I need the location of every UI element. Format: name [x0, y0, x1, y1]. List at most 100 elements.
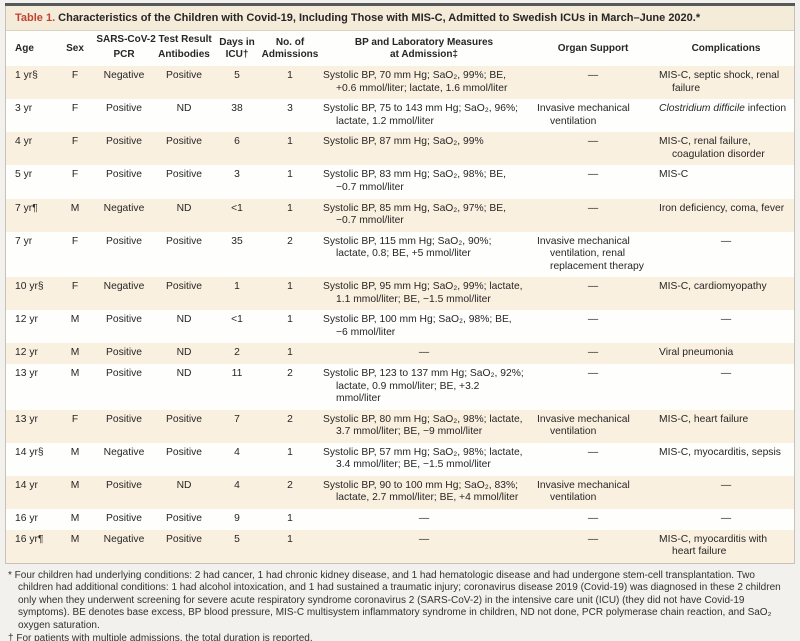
- cell-sex: M: [56, 529, 94, 563]
- cell-days-in-icu: 4: [214, 442, 261, 476]
- cell-organ-support: Invasive mechanical ventilation: [528, 409, 659, 443]
- cell-antibodies-result: Positive: [154, 409, 215, 443]
- cell-antibodies-result: Positive: [154, 132, 215, 166]
- cell-complications: Iron deficiency, coma, fever: [658, 198, 795, 232]
- cell-sex: F: [56, 409, 94, 443]
- col-header-age: Age: [6, 31, 56, 67]
- table-row: 7 yr F Positive Positive 35 2 Systolic BP, 115…: [6, 231, 795, 278]
- cell-admissions: 2: [260, 475, 321, 509]
- col-header-days-in-icu: Days in ICU†: [214, 31, 261, 67]
- cell-organ-support: Invasive mechanical ventilation: [528, 99, 659, 133]
- cell-pcr-result: Positive: [94, 132, 154, 166]
- cell-complications: MIS-C, heart failure: [658, 409, 795, 443]
- cell-bp-lab-measures: Systolic BP, 75 to 143 mm Hg; SaO₂, 96%;…: [320, 99, 529, 133]
- cell-sex: M: [56, 364, 94, 410]
- cell-complications: —: [658, 310, 795, 344]
- cell-organ-support: —: [528, 198, 659, 232]
- cell-age: 14 yr: [6, 475, 56, 509]
- footnote-text: Four children had underlying conditions:…: [14, 569, 781, 631]
- cell-age: 7 yr: [6, 231, 56, 278]
- cell-days-in-icu: 3: [214, 165, 261, 199]
- cell-admissions: 1: [260, 508, 321, 530]
- cell-admissions: 1: [260, 343, 321, 365]
- cell-sex: M: [56, 508, 94, 530]
- table-row: 14 yr§ M Negative Positive 4 1 Systolic BP, 57…: [6, 442, 795, 476]
- cell-admissions: 1: [260, 132, 321, 166]
- cell-bp-lab-measures: —: [320, 529, 529, 563]
- cell-antibodies-result: ND: [154, 343, 215, 365]
- cell-complications: —: [658, 364, 795, 410]
- cell-bp-lab-measures: Systolic BP, 70 mm Hg; SaO₂, 99%; BE, +0…: [320, 66, 529, 100]
- cell-days-in-icu: 5: [214, 529, 261, 563]
- cell-age: 10 yr§: [6, 277, 56, 311]
- table-row: 12 yr M Positive ND <1 1 Systolic BP, 100 mm H…: [6, 310, 795, 344]
- cell-sex: F: [56, 99, 94, 133]
- cell-sex: F: [56, 66, 94, 100]
- footnotes: * Four children had underlying condition…: [5, 564, 795, 641]
- cell-antibodies-result: Positive: [154, 66, 215, 100]
- cell-complications: —: [658, 475, 795, 509]
- cell-days-in-icu: 9: [214, 508, 261, 530]
- table-frame: Table 1. Characteristics of the Children …: [5, 6, 795, 564]
- table-row: 10 yr§ F Negative Positive 1 1 Systolic BP, 95…: [6, 277, 795, 311]
- cell-bp-lab-measures: Systolic BP, 80 mm Hg; SaO₂, 98%; lactat…: [320, 409, 529, 443]
- col-header-antibodies: Antibodies: [154, 48, 215, 67]
- cell-organ-support: —: [528, 508, 659, 530]
- data-table: Age Sex SARS-CoV-2 Test Result Days in I…: [6, 31, 795, 563]
- cell-pcr-result: Negative: [94, 442, 154, 476]
- cell-bp-lab-measures: Systolic BP, 115 mm Hg; SaO₂, 90%; lacta…: [320, 231, 529, 278]
- col-header-complications: Complications: [658, 31, 795, 67]
- cell-antibodies-result: Positive: [154, 231, 215, 278]
- cell-sex: M: [56, 343, 94, 365]
- table-row: 5 yr F Positive Positive 3 1 Systolic BP, 83 m…: [6, 165, 795, 199]
- cell-complications: —: [658, 508, 795, 530]
- table-row: 12 yr M Positive ND 2 1— — Viral pneumonia: [6, 343, 795, 365]
- cell-pcr-result: Negative: [94, 198, 154, 232]
- cell-days-in-icu: 38: [214, 99, 261, 133]
- cell-admissions: 1: [260, 198, 321, 232]
- cell-complications: MIS-C, renal failure, coagulation disord…: [658, 132, 795, 166]
- cell-organ-support: Invasive mechanical ventilation, renal r…: [528, 231, 659, 278]
- cell-complications: —: [658, 231, 795, 278]
- cell-age: 16 yr: [6, 508, 56, 530]
- cell-complications: MIS-C, septic shock, renal failure: [658, 66, 795, 100]
- cell-age: 7 yr¶: [6, 198, 56, 232]
- cell-sex: F: [56, 132, 94, 166]
- cell-sex: F: [56, 277, 94, 311]
- cell-admissions: 1: [260, 529, 321, 563]
- cell-complications: MIS-C, myocarditis with heart failure: [658, 529, 795, 563]
- cell-antibodies-result: ND: [154, 99, 215, 133]
- cell-admissions: 1: [260, 165, 321, 199]
- table-row: 13 yr F Positive Positive 7 2 Systolic BP, 80 …: [6, 409, 795, 443]
- footnote-symbol: †: [8, 633, 17, 641]
- cell-age: 12 yr: [6, 343, 56, 365]
- col-header-admissions: No. of Admissions: [260, 31, 321, 67]
- cell-sex: F: [56, 165, 94, 199]
- cell-pcr-result: Positive: [94, 99, 154, 133]
- cell-age: 12 yr: [6, 310, 56, 344]
- cell-pcr-result: Positive: [94, 231, 154, 278]
- cell-admissions: 2: [260, 409, 321, 443]
- cell-organ-support: —: [528, 165, 659, 199]
- col-header-organ-support: Organ Support: [528, 31, 659, 67]
- table-title-label: Table 1.: [15, 12, 56, 24]
- cell-days-in-icu: 6: [214, 132, 261, 166]
- cell-antibodies-result: Positive: [154, 277, 215, 311]
- cell-bp-lab-measures: Systolic BP, 87 mm Hg; SaO₂, 99%: [320, 132, 529, 166]
- cell-age: 3 yr: [6, 99, 56, 133]
- cell-bp-lab-measures: —: [320, 508, 529, 530]
- header-row-sub: PCR Antibodies: [6, 48, 794, 67]
- footnote: † For patients with multiple admissions,…: [8, 633, 792, 641]
- cell-age: 1 yr§: [6, 66, 56, 100]
- cell-bp-lab-measures: Systolic BP, 90 to 100 mm Hg; SaO₂, 83%;…: [320, 475, 529, 509]
- cell-bp-lab-measures: Systolic BP, 85 mm Hg, SaO₂, 97%; BE, −0…: [320, 198, 529, 232]
- cell-days-in-icu: 2: [214, 343, 261, 365]
- col-header-sex: Sex: [56, 31, 94, 67]
- cell-admissions: 1: [260, 310, 321, 344]
- table-row: 3 yr F Positive ND 38 3 Systolic BP, 75 to 143…: [6, 99, 795, 133]
- footnote: * Four children had underlying condition…: [8, 570, 792, 633]
- footnote-symbol: *: [8, 569, 15, 581]
- cell-bp-lab-measures: Systolic BP, 123 to 137 mm Hg; SaO₂, 92%…: [320, 364, 529, 410]
- cell-sex: M: [56, 442, 94, 476]
